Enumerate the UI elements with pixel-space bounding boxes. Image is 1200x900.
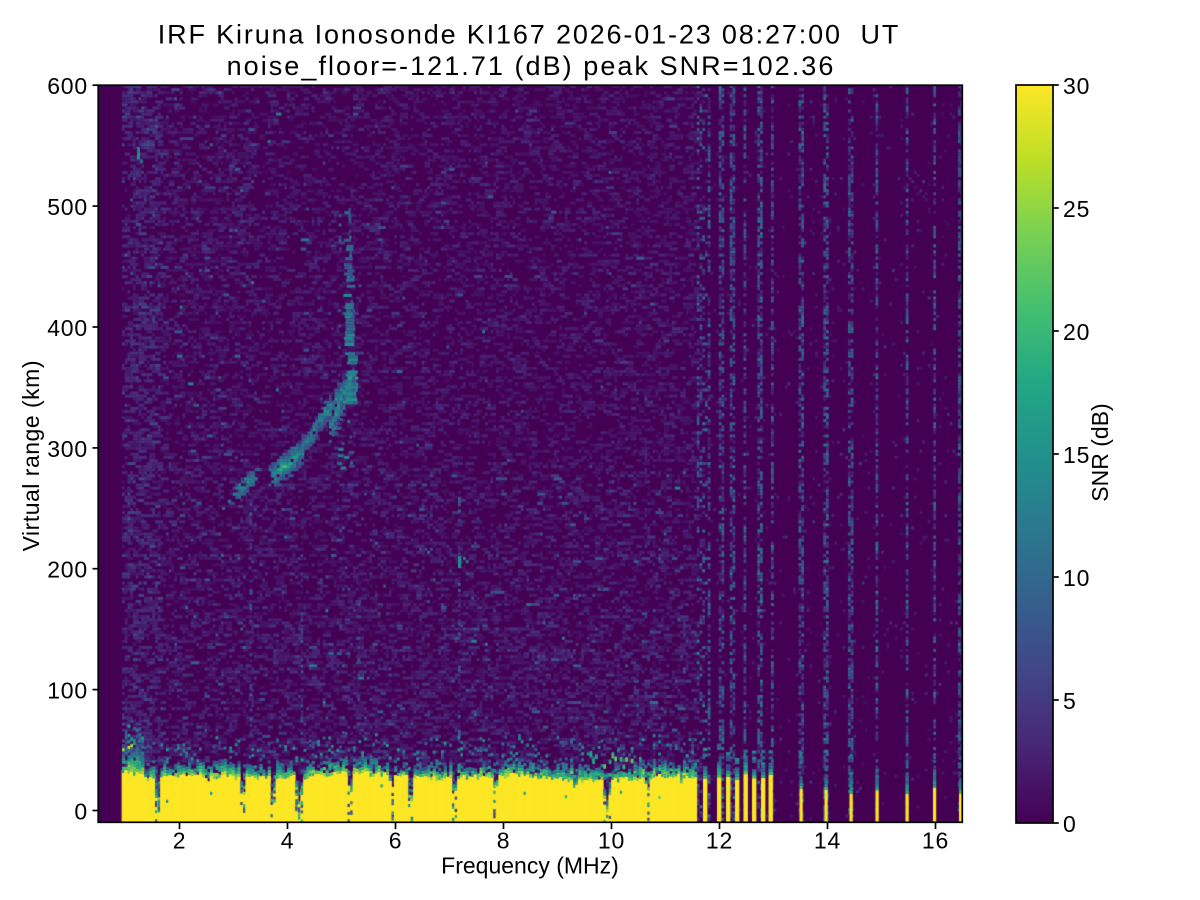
svg-text:2: 2 <box>173 828 187 854</box>
svg-text:400: 400 <box>47 315 88 341</box>
svg-text:0: 0 <box>74 798 88 824</box>
svg-text:IRF Kiruna Ionosonde KI167 202: IRF Kiruna Ionosonde KI167 2026-01-23 08… <box>158 20 900 50</box>
svg-text:Virtual range (km): Virtual range (km) <box>18 360 44 551</box>
svg-text:25: 25 <box>1063 196 1090 222</box>
svg-text:6: 6 <box>389 828 403 854</box>
svg-text:4: 4 <box>281 828 295 854</box>
svg-text:16: 16 <box>922 828 949 854</box>
svg-text:10: 10 <box>1063 565 1090 591</box>
svg-text:0: 0 <box>1063 811 1077 837</box>
svg-text:500: 500 <box>47 194 88 220</box>
svg-text:Frequency (MHz): Frequency (MHz) <box>441 852 619 878</box>
svg-text:20: 20 <box>1063 319 1090 345</box>
svg-text:SNR (dB): SNR (dB) <box>1087 403 1113 501</box>
svg-text:10: 10 <box>598 828 625 854</box>
svg-text:noise_floor=-121.71 (dB) peak: noise_floor=-121.71 (dB) peak SNR=102.36 <box>227 51 836 81</box>
svg-text:8: 8 <box>497 828 511 854</box>
svg-text:300: 300 <box>47 436 88 462</box>
svg-text:100: 100 <box>47 678 88 704</box>
svg-text:200: 200 <box>47 557 88 583</box>
svg-text:600: 600 <box>47 73 88 99</box>
svg-text:30: 30 <box>1063 73 1090 99</box>
svg-text:15: 15 <box>1063 442 1090 468</box>
svg-text:5: 5 <box>1063 688 1077 714</box>
svg-text:12: 12 <box>706 828 733 854</box>
svg-text:14: 14 <box>814 828 841 854</box>
